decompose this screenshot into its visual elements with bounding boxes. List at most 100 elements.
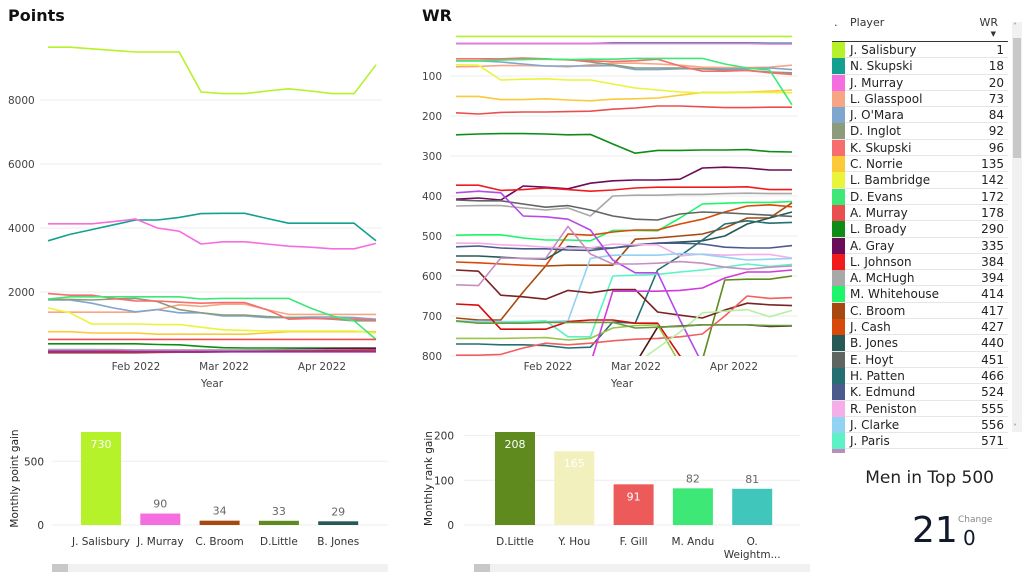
player-color-swatch — [832, 400, 845, 417]
table-row[interactable]: D. Evans 172 — [832, 188, 1008, 205]
player-wr: 555 — [981, 401, 1004, 416]
table-row[interactable]: N. Skupski 18 — [832, 58, 1008, 75]
bar[interactable] — [199, 520, 240, 525]
table-row[interactable]: J. Murray 20 — [832, 74, 1008, 91]
bar[interactable] — [672, 488, 713, 525]
y-tick-label: 6000 — [8, 159, 35, 171]
table-row[interactable]: R. Peniston 555 — [832, 400, 1008, 417]
bar[interactable] — [554, 451, 595, 525]
player-name: L. Johnson — [850, 254, 912, 269]
player-wr: 571 — [981, 434, 1004, 449]
scrollbar-thumb[interactable] — [1013, 38, 1021, 158]
bar[interactable] — [81, 432, 121, 525]
kpi-value: 21 — [912, 510, 958, 551]
player-name: J. Cash — [850, 320, 891, 335]
data-label: 165 — [564, 457, 585, 470]
player-name: N. Skupski — [850, 59, 913, 74]
table-row[interactable]: H. Patten 466 — [832, 367, 1008, 385]
x-tick-label: Mar 2022 — [199, 361, 249, 373]
points-line-chart[interactable]: 2000 4000 6000 8000 Feb 2022 Mar 2022 Apr 2022… — [0, 0, 390, 400]
point-gain-horizontal-scrollbar[interactable] — [52, 564, 388, 572]
bar[interactable] — [495, 432, 535, 525]
series-line-violet — [455, 190, 700, 356]
y-tick-label: 100 — [434, 475, 454, 487]
color-column-header[interactable]: . — [834, 16, 838, 29]
player-wr: 96 — [988, 140, 1004, 155]
player-wr: 20 — [988, 75, 1004, 90]
table-row[interactable]: D. Inglot 92 — [832, 123, 1008, 140]
table-row[interactable]: A. McHugh 394 — [832, 270, 1008, 287]
series-line-j-salisbury — [48, 46, 377, 95]
y-tick-label: 4000 — [8, 223, 35, 235]
table-row[interactable]: K. Skupski 96 — [832, 139, 1008, 157]
bar[interactable] — [140, 513, 181, 525]
data-label: 208 — [505, 438, 526, 451]
y-tick-label: 600 — [422, 271, 442, 283]
player-column-header[interactable]: Player — [850, 16, 885, 29]
sort-descending-icon: ▼ — [990, 30, 996, 38]
rank-gain-horizontal-scrollbar[interactable] — [474, 564, 810, 572]
bar[interactable] — [613, 484, 654, 525]
player-wr: 556 — [981, 417, 1004, 432]
player-color-swatch — [832, 58, 845, 75]
player-wr: 466 — [981, 368, 1004, 383]
table-row[interactable]: B. Jones 440 — [832, 335, 1008, 352]
table-row[interactable]: L. Johnson 384 — [832, 253, 1008, 271]
series-line-c-norrie — [456, 89, 793, 102]
table-row[interactable]: L. Broady 290 — [832, 221, 1008, 238]
table-row[interactable]: J. O'Mara 84 — [832, 107, 1008, 124]
y-tick-label: 300 — [422, 151, 442, 163]
x-tick-label: Mar 2022 — [611, 361, 661, 373]
table-row[interactable]: C. Norrie 135 — [832, 156, 1008, 173]
series-line-j-murray — [48, 218, 377, 250]
x-axis-label: Year — [610, 378, 634, 390]
player-wr: 451 — [981, 352, 1004, 367]
player-color-swatch — [832, 367, 845, 384]
player-color-swatch — [832, 237, 845, 254]
table-row[interactable]: J. Salisbury 1 — [832, 42, 1008, 59]
table-row[interactable]: L. Bambridge 142 — [832, 172, 1008, 189]
y-tick-label: 200 — [422, 111, 442, 123]
x-tick-label: D.Little — [496, 536, 534, 548]
table-row[interactable]: J. Clarke 556 — [832, 416, 1008, 434]
kpi-change-value: 0 — [963, 526, 976, 550]
table-row[interactable]: J. Cash 427 — [832, 319, 1008, 336]
player-name: J. Clarke — [850, 417, 900, 432]
wr-column-header[interactable]: WR — [979, 16, 998, 29]
data-label: 82 — [686, 472, 700, 485]
scroll-down-icon[interactable]: ˅ — [1013, 423, 1017, 432]
bar[interactable] — [318, 521, 359, 525]
player-name: D. Evans — [850, 189, 903, 204]
x-tick-label: Apr 2022 — [710, 361, 758, 373]
player-wr: 73 — [988, 91, 1004, 106]
data-label: 730 — [91, 438, 112, 451]
player-wr: 394 — [981, 271, 1004, 286]
bar[interactable] — [732, 488, 773, 525]
series-line-mauve — [455, 225, 793, 287]
table-body: J. Salisbury 1 N. Skupski 18 J. Murray 20 L. G… — [832, 41, 1008, 454]
table-row[interactable]: A. Murray 178 — [832, 204, 1008, 222]
table-row[interactable]: K. Edmund 524 — [832, 384, 1008, 401]
series-line-red — [455, 303, 682, 356]
scroll-up-icon[interactable]: ˄ — [1013, 22, 1017, 31]
table-row[interactable]: A. Gray 335 — [832, 237, 1008, 254]
x-tick-label: Feb 2022 — [112, 361, 161, 373]
x-tick-label: Feb 2022 — [524, 361, 573, 373]
player-wr: 84 — [988, 108, 1004, 123]
table-row[interactable]: J. Paris 571 — [832, 433, 1008, 450]
scrollbar-thumb[interactable] — [474, 564, 490, 572]
table-row[interactable]: E. Hoyt 451 — [832, 351, 1008, 368]
bar[interactable] — [258, 520, 299, 525]
table-row[interactable]: C. Broom 417 — [832, 302, 1008, 320]
table-row[interactable]: L. Glasspool 73 — [832, 90, 1008, 108]
series-line-olive — [455, 320, 792, 329]
data-label: 91 — [627, 490, 641, 503]
table-vertical-scrollbar[interactable]: ˄ ˅ — [1012, 22, 1022, 432]
wr-line-chart[interactable]: 100 200 300 400 500 600 700 800 Feb 2022 Mar 2022… — [412, 0, 812, 400]
player-name: M. Whitehouse — [850, 287, 940, 302]
player-name: K. Skupski — [850, 140, 912, 155]
scrollbar-thumb[interactable] — [52, 564, 68, 572]
table-row[interactable]: M. Whitehouse 414 — [832, 286, 1008, 303]
